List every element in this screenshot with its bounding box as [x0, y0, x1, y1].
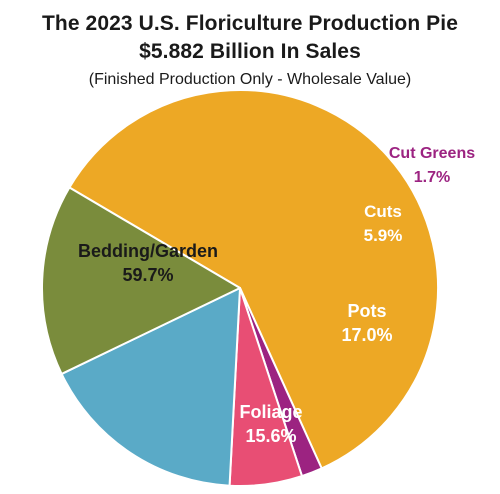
chart-title-line2: $5.882 Billion In Sales [139, 40, 361, 63]
slice-value-pots: 17.0% [341, 325, 392, 345]
slice-label-cuts: Cuts [364, 202, 402, 221]
slice-value-foliage: 15.6% [245, 426, 296, 446]
chart-subtitle: (Finished Production Only - Wholesale Va… [88, 71, 412, 88]
slice-value-cuts: 5.9% [364, 226, 403, 245]
pie-slice-bedding-garden [68, 89, 439, 470]
slice-value-cut-greens: 1.7% [414, 169, 450, 186]
slice-value-bedding-garden: 59.7% [122, 265, 173, 285]
pie-slice-pots [60, 287, 241, 487]
slice-label-pots: Pots [347, 301, 386, 321]
pie-slice-foliage [41, 186, 241, 375]
slice-label-foliage: Foliage [239, 402, 302, 422]
slice-label-bedding-garden: Bedding/Garden [78, 241, 218, 261]
slice-label-cut-greens: Cut Greens [389, 145, 475, 162]
chart-title: The 2023 U.S. Floriculture Production Pi… [41, 12, 459, 35]
